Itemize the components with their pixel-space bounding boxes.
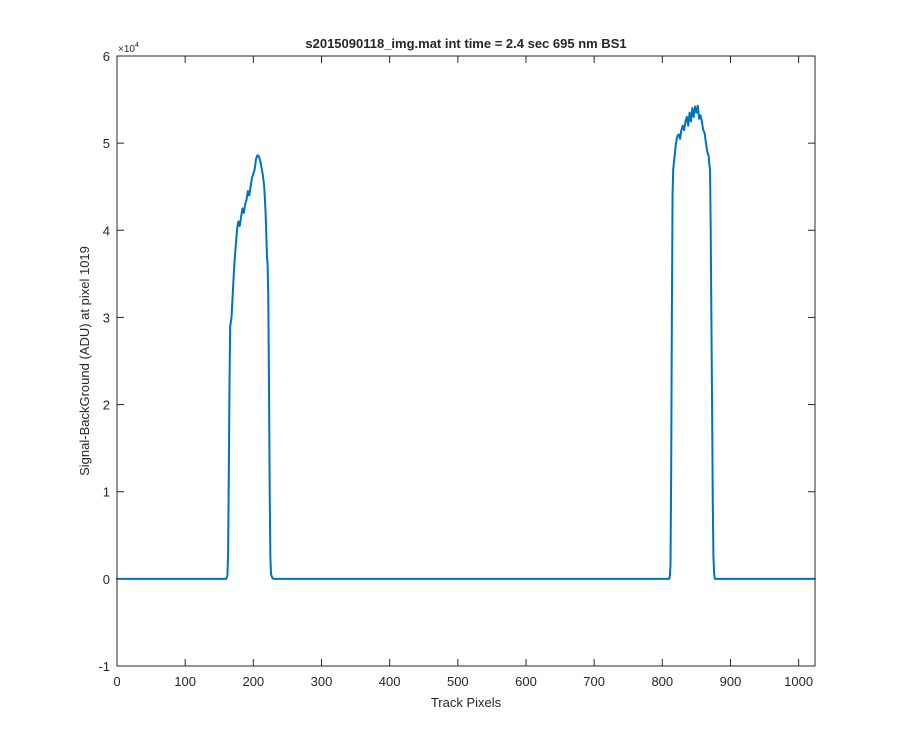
x-axis-ticks: 0 100 200 300 400 500 600 700 800 900 1000 (113, 56, 813, 689)
x-tick-label: 100 (174, 674, 196, 689)
x-tick-label: 900 (720, 674, 742, 689)
x-tick-label: 400 (379, 674, 401, 689)
y-tick-label: 4 (103, 223, 110, 238)
y-axis-exponent-base: ×10 (118, 44, 135, 55)
y-tick-label: 0 (103, 572, 110, 587)
x-tick-label: 800 (651, 674, 673, 689)
y-axis-exponent: ×104 (118, 42, 139, 55)
y-tick-label: 5 (103, 136, 110, 151)
x-tick-label: 200 (242, 674, 264, 689)
x-tick-label: 700 (583, 674, 605, 689)
y-tick-label: 3 (103, 310, 110, 325)
x-axis-label: Track Pixels (431, 695, 502, 710)
y-axis-label: Signal-BackGround (ADU) at pixel 1019 (77, 246, 92, 476)
y-tick-label: 6 (103, 49, 110, 64)
y-axis-ticks: -1 0 1 2 3 4 5 6 (98, 49, 815, 674)
y-axis-exponent-power: 4 (135, 42, 139, 49)
axes-box (116, 55, 816, 667)
y-tick-label: -1 (98, 659, 110, 674)
series-line (116, 104, 816, 580)
x-tick-label: 600 (515, 674, 537, 689)
y-tick-label: 1 (103, 485, 110, 500)
x-tick-label: 0 (113, 674, 120, 689)
y-tick-label: 2 (103, 398, 110, 413)
x-tick-label: 300 (311, 674, 333, 689)
x-tick-label: 500 (447, 674, 469, 689)
chart-title: s2015090118_img.mat int time = 2.4 sec 6… (305, 36, 626, 51)
x-tick-label: 1000 (784, 674, 813, 689)
